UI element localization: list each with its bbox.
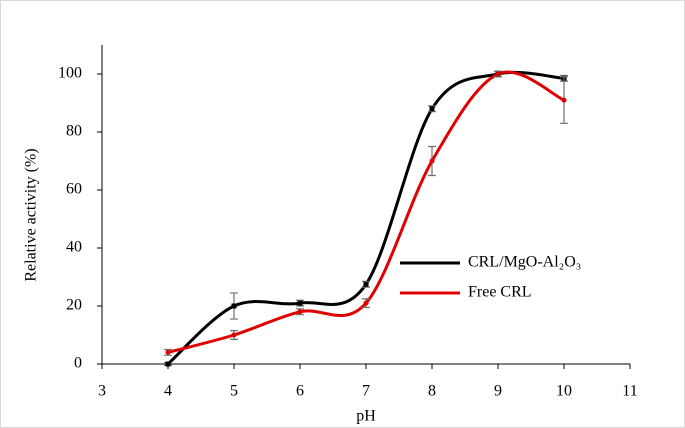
x-tick-label: 3 bbox=[98, 383, 106, 400]
marker bbox=[561, 97, 567, 103]
y-tick-label: 80 bbox=[66, 123, 82, 140]
x-axis-label: pH bbox=[356, 408, 376, 425]
x-tick-label: 5 bbox=[230, 383, 238, 400]
x-tick-label: 7 bbox=[362, 383, 370, 400]
marker bbox=[297, 309, 303, 315]
marker bbox=[429, 158, 435, 164]
x-tick-label: 6 bbox=[296, 383, 304, 400]
y-tick-label: 60 bbox=[66, 181, 82, 198]
x-tick-label: 9 bbox=[494, 383, 502, 400]
marker bbox=[165, 361, 171, 367]
y-axis-label: Relative activity (%) bbox=[23, 148, 40, 281]
x-tick-label: 11 bbox=[622, 383, 637, 400]
marker bbox=[231, 332, 237, 338]
marker bbox=[297, 300, 303, 306]
marker bbox=[429, 106, 435, 112]
y-tick-label: 0 bbox=[74, 355, 82, 372]
marker bbox=[165, 349, 171, 355]
y-tick-label: 40 bbox=[66, 239, 82, 256]
marker bbox=[495, 71, 501, 77]
marker bbox=[363, 300, 369, 306]
x-tick-label: 10 bbox=[556, 383, 572, 400]
legend-label: CRL/MgO-Al₂O₃ bbox=[468, 254, 581, 271]
legend-label: Free CRL bbox=[468, 284, 532, 301]
x-tick-label: 8 bbox=[428, 383, 436, 400]
y-tick-label: 20 bbox=[66, 297, 82, 314]
y-tick-label: 100 bbox=[58, 65, 82, 82]
marker bbox=[363, 281, 369, 287]
x-tick-label: 4 bbox=[164, 383, 172, 400]
marker bbox=[231, 303, 237, 309]
